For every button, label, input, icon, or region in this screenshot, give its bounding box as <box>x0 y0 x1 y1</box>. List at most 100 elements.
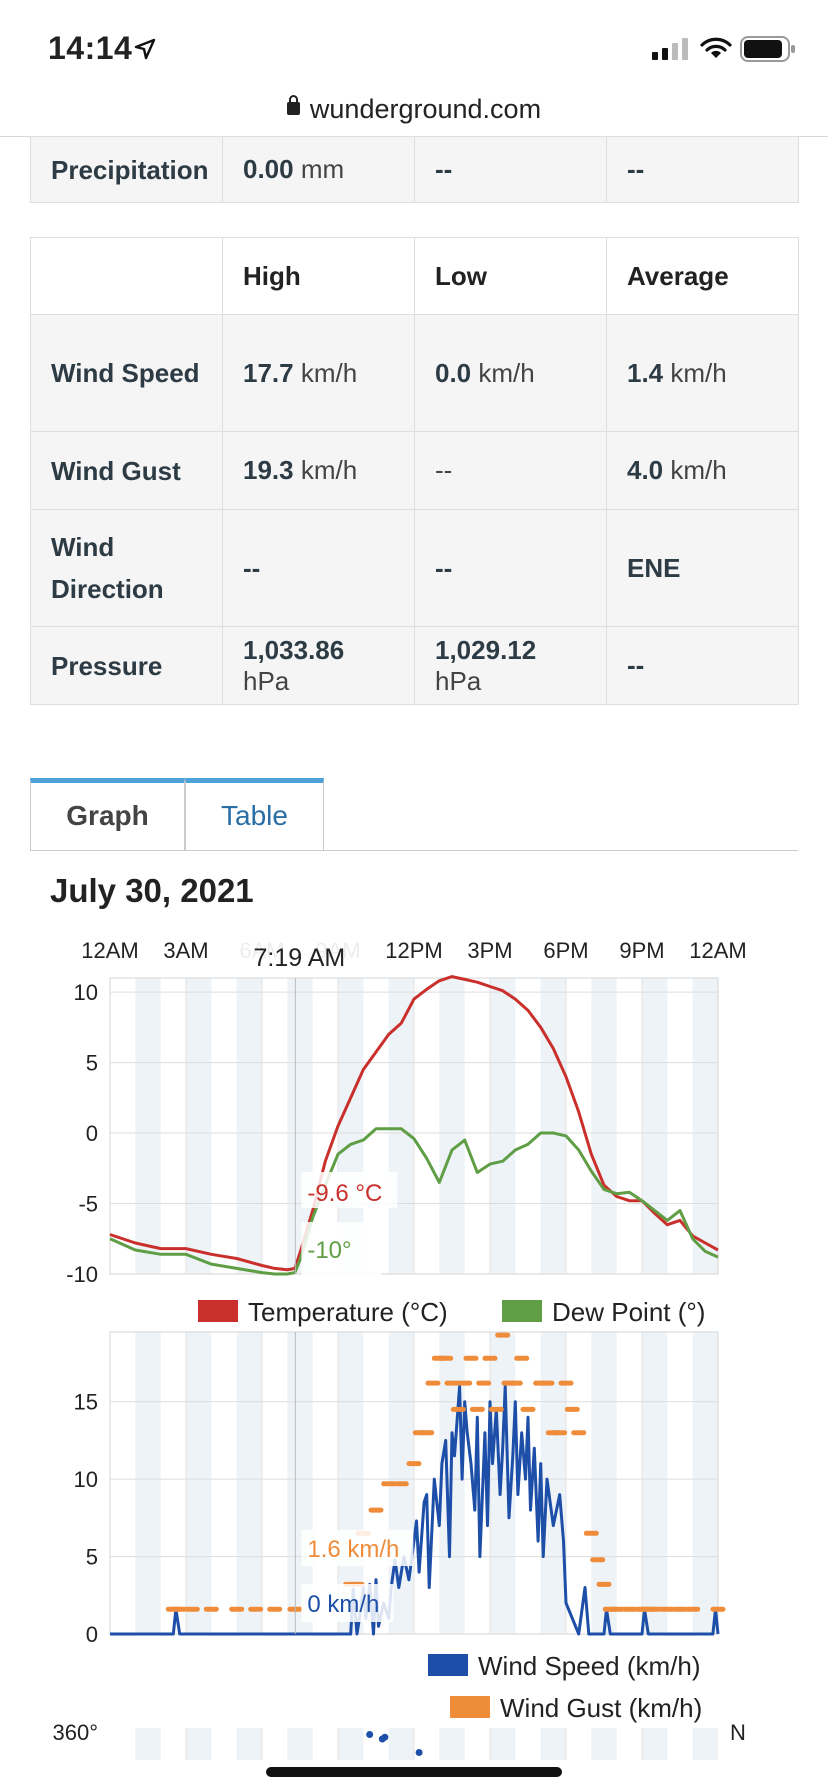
precipitation-low: -- <box>414 136 607 203</box>
wind-y-tick: 15 <box>74 1390 98 1415</box>
hour-band <box>490 978 516 1274</box>
temperature-legend: Temperature (°C) Dew Point (°) <box>198 1297 705 1327</box>
precipitation-high: 0.00 mm <box>222 136 415 203</box>
direction-label-north: N <box>730 1720 746 1745</box>
hour-band <box>135 1728 161 1760</box>
temperature-y-tick: 10 <box>74 980 98 1005</box>
hour-band <box>287 1728 313 1760</box>
tab-table[interactable]: Table <box>185 778 324 850</box>
hour-band <box>692 1728 718 1760</box>
wind-y-tick: 10 <box>74 1467 98 1492</box>
header-average: Average <box>606 237 799 315</box>
row-label-pressure: Pressure <box>30 626 223 705</box>
hour-band <box>591 1332 617 1634</box>
wind-direction-point <box>415 1749 423 1756</box>
header-empty <box>30 237 223 315</box>
pressure-high: 1,033.86 hPa <box>222 626 415 705</box>
legend-swatch-temperature <box>198 1300 238 1322</box>
legend-swatch-dew-point <box>502 1300 542 1322</box>
tab-graph[interactable]: Graph <box>30 778 185 850</box>
time-axis-label: 6PM <box>543 938 588 963</box>
hour-band <box>236 1728 262 1760</box>
cursor-gust-bg <box>301 1530 414 1566</box>
row-label-wind-direction: Wind Direction <box>30 509 223 627</box>
table-row: Wind Direction -- -- ENE <box>30 509 799 627</box>
url-text: wunderground.com <box>309 94 542 124</box>
dew-point-line <box>109 1127 719 1276</box>
hour-band <box>186 1728 212 1760</box>
table-row: Wind Speed 17.7 km/h 0.0 km/h 1.4 km/h <box>30 314 799 432</box>
time-axis-label: 3PM <box>467 938 512 963</box>
table-header-row: High Low Average <box>30 237 799 315</box>
hour-band <box>388 978 414 1274</box>
temperature-y-tick: 0 <box>86 1121 98 1146</box>
direction-tick-360: 360° <box>52 1720 98 1745</box>
hour-band <box>642 1728 668 1760</box>
wind-direction-low: -- <box>414 509 607 627</box>
time-axis-label: 12PM <box>385 938 442 963</box>
wind-gust-high: 19.3 km/h <box>222 431 415 510</box>
view-tabs: Graph Table <box>30 778 798 851</box>
legend-label-dew-point: Dew Point (°) <box>552 1297 705 1327</box>
table-row: Wind Gust 19.3 km/h -- 4.0 km/h <box>30 431 799 510</box>
location-arrow-icon <box>134 38 156 60</box>
precipitation-table: Precipitation 0.00 mm -- -- <box>30 136 799 203</box>
hour-band <box>439 978 465 1274</box>
cursor-time-label: 7:19 AM <box>253 944 345 972</box>
wind-speed-average: 1.4 km/h <box>606 314 799 432</box>
hour-band <box>642 1332 668 1634</box>
legend-swatch-wind-speed <box>428 1654 468 1676</box>
legend-label-temperature: Temperature (°C) <box>248 1297 448 1327</box>
cursor-temp-bg <box>301 1172 398 1208</box>
hour-band <box>490 1728 516 1760</box>
hour-band <box>591 978 617 1274</box>
time-axis-label: 12AM <box>81 938 138 963</box>
address-bar[interactable]: wunderground.com <box>0 88 828 137</box>
cursor-gust-label: 1.6 km/h <box>307 1536 399 1563</box>
lock-icon <box>286 95 300 115</box>
hour-band <box>186 1332 212 1634</box>
header-high: High <box>222 237 415 315</box>
wind-speed-high: 17.7 km/h <box>222 314 415 432</box>
hour-band <box>287 1332 313 1634</box>
legend-swatch-wind-gust <box>450 1696 490 1718</box>
row-label-wind-gust: Wind Gust <box>30 431 223 510</box>
temperature-line <box>109 975 719 1272</box>
precipitation-label: Precipitation <box>30 136 223 203</box>
graph-date-heading: July 30, 2021 <box>50 872 254 909</box>
wind-legend: Wind Speed (km/h) Wind Gust (km/h) <box>428 1651 702 1723</box>
precipitation-row: Precipitation 0.00 mm -- -- <box>30 136 799 203</box>
hour-band <box>692 978 718 1274</box>
hour-band <box>692 1332 718 1634</box>
weather-charts[interactable]: 12AM3AM6AM9AM12PM3PM6PM9PM12AM 1050-5-10… <box>0 910 828 1760</box>
hour-band <box>540 1332 566 1634</box>
wind-direction-average: ENE <box>606 509 799 627</box>
cursor-dew-bg <box>301 1222 382 1278</box>
hour-band <box>439 1728 465 1760</box>
cursor-time-bg <box>237 940 362 974</box>
temperature-plot-border <box>109 977 719 1275</box>
hour-band <box>186 978 212 1274</box>
hour-band <box>388 1728 414 1760</box>
wind-y-tick: 5 <box>86 1545 98 1570</box>
row-label-wind-speed: Wind Speed <box>30 314 223 432</box>
time-axis-label: 9PM <box>619 938 664 963</box>
url-display: wunderground.com <box>0 94 828 125</box>
cursor-speed-bg <box>301 1584 394 1622</box>
table-row: Pressure 1,033.86 hPa 1,029.12 hPa -- <box>30 626 799 705</box>
wind-speed-line <box>110 1384 720 1636</box>
wifi-icon <box>700 37 732 58</box>
header-low: Low <box>414 237 607 315</box>
wind-gust-average: 4.0 km/h <box>606 431 799 510</box>
status-bar: 14:14 <box>0 0 828 90</box>
wind-pressure-table: High Low Average Wind Speed 17.7 km/h 0.… <box>30 237 799 705</box>
hour-band <box>135 978 161 1274</box>
status-time: 14:14 <box>48 30 133 66</box>
wind-direction-high: -- <box>222 509 415 627</box>
wind-gust-low: -- <box>414 431 607 510</box>
hour-band <box>236 978 262 1274</box>
cursor-dew-point-label: -10° <box>307 1237 351 1264</box>
wind-plot-border <box>109 1331 719 1635</box>
temperature-y-tick: 5 <box>86 1051 98 1076</box>
cellular-signal-icon <box>652 38 688 60</box>
